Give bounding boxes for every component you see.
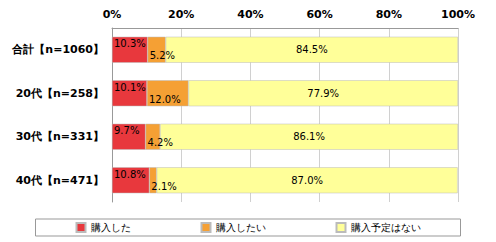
svg-text:60%: 60% — [306, 8, 332, 21]
svg-text:9.7%: 9.7% — [114, 125, 139, 136]
svg-text:86.1%: 86.1% — [293, 131, 325, 142]
svg-text:100%: 100% — [441, 8, 475, 21]
svg-text:合計【n=1060】: 合計【n=1060】 — [11, 43, 104, 56]
svg-text:87.0%: 87.0% — [291, 175, 323, 186]
svg-text:購入した: 購入した — [91, 222, 131, 233]
svg-text:購入したい: 購入したい — [216, 222, 266, 233]
svg-text:購入予定はない: 購入予定はない — [351, 222, 421, 233]
svg-text:77.9%: 77.9% — [307, 88, 339, 99]
svg-text:84.5%: 84.5% — [296, 44, 328, 55]
svg-text:20代【n=258】: 20代【n=258】 — [16, 87, 104, 100]
svg-text:20%: 20% — [168, 8, 194, 21]
svg-text:10.1%: 10.1% — [114, 82, 146, 93]
svg-text:40代【n=471】: 40代【n=471】 — [16, 174, 104, 187]
svg-text:5.2%: 5.2% — [150, 50, 175, 61]
svg-text:40%: 40% — [237, 8, 263, 21]
svg-text:12.0%: 12.0% — [149, 94, 181, 105]
svg-text:80%: 80% — [376, 8, 402, 21]
svg-text:4.2%: 4.2% — [148, 137, 173, 148]
svg-text:0%: 0% — [103, 8, 122, 21]
svg-text:30代【n=331】: 30代【n=331】 — [16, 130, 104, 143]
svg-text:10.8%: 10.8% — [114, 169, 146, 180]
svg-text:10.3%: 10.3% — [114, 38, 146, 49]
svg-text:2.1%: 2.1% — [151, 181, 176, 192]
